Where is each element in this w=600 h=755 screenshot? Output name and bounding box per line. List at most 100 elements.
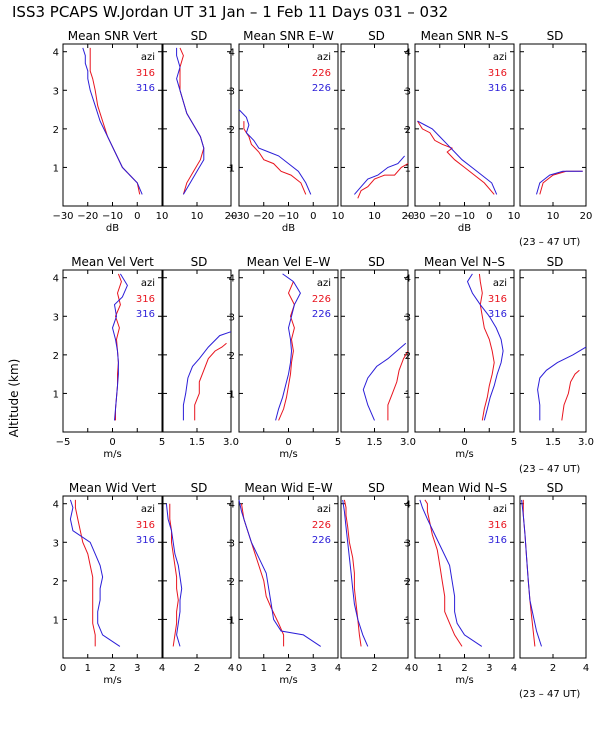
legend-entry: 316	[136, 68, 155, 79]
y-tick-label: 3	[229, 312, 235, 323]
y-tick-label: 2	[405, 125, 411, 136]
series-line-blue	[165, 503, 183, 647]
y-tick-label: 2	[405, 577, 411, 588]
legend-heading: azi	[493, 504, 507, 515]
y-tick-label: 3	[405, 86, 411, 97]
legend-entry: 316	[488, 309, 507, 320]
series-line-blue	[417, 120, 498, 195]
panel-title: Mean Wid Vert	[69, 481, 156, 495]
x-tick-label: 1	[437, 663, 443, 674]
x-tick-label: 10	[191, 211, 204, 222]
figure-title: ISS3 PCAPS W.Jordan UT 31 Jan – 1 Feb 11…	[12, 3, 448, 21]
panel-frame	[519, 269, 587, 433]
x-axis-label: m/s	[103, 449, 121, 460]
x-tick-label: 4	[228, 663, 234, 674]
legend-entry: 316	[136, 294, 155, 305]
x-tick-label: 0	[412, 663, 418, 674]
series-line-red	[169, 503, 179, 647]
series-line-red	[424, 499, 463, 647]
series-line-red	[343, 499, 362, 647]
panel-title: Mean Vel E–W	[247, 255, 331, 269]
x-tick-label: 5	[159, 437, 165, 448]
y-tick-label: 2	[229, 351, 235, 362]
x-tick-label: 20	[225, 211, 238, 222]
series-line-red	[278, 281, 295, 421]
y-tick-label: 2	[405, 351, 411, 362]
x-tick-label: 0	[60, 663, 66, 674]
legend-heading: azi	[141, 278, 155, 289]
x-tick-label: −30	[52, 211, 73, 222]
series-line-red	[387, 350, 409, 421]
x-tick-label: 4	[159, 663, 165, 674]
legend-entry: 226	[312, 294, 331, 305]
series-line-red	[539, 170, 583, 195]
x-axis-label: dB	[282, 223, 295, 234]
legend-entry: 316	[136, 520, 155, 531]
x-tick-label: 4	[405, 663, 411, 674]
x-tick-label: 3.0	[400, 437, 416, 448]
x-tick-label: 1.5	[189, 437, 205, 448]
series-line-blue	[176, 47, 205, 195]
x-tick-label: 0	[461, 437, 467, 448]
panel-frame	[162, 269, 232, 433]
x-tick-label: 0	[236, 663, 242, 674]
legend-entry: 226	[312, 68, 331, 79]
y-tick-label: 3	[229, 538, 235, 549]
x-axis-label: m/s	[279, 449, 297, 460]
panel-title: SD	[368, 481, 385, 495]
x-tick-label: 3.0	[223, 437, 239, 448]
series-line-blue	[238, 109, 312, 195]
x-tick-label: 1.5	[367, 437, 383, 448]
y-tick-label: 3	[53, 86, 59, 97]
panel-title: SD	[191, 481, 208, 495]
y-tick-label: 1	[229, 615, 235, 626]
y-tick-label: 1	[53, 389, 59, 400]
series-line-blue	[362, 342, 407, 421]
x-tick-label: 0	[310, 211, 316, 222]
y-tick-label: 1	[405, 615, 411, 626]
panel-title: Mean Vel N–S	[424, 255, 505, 269]
x-tick-label: 3	[310, 663, 316, 674]
series-line-red	[417, 120, 495, 195]
series-line-red	[89, 47, 141, 195]
y-tick-label: 1	[405, 163, 411, 174]
series-line-red	[357, 163, 409, 199]
x-tick-label: −30	[228, 211, 249, 222]
series-line-red	[194, 342, 227, 421]
x-tick-label: 2	[461, 663, 467, 674]
y-tick-label: 3	[53, 538, 59, 549]
y-tick-label: 2	[53, 125, 59, 136]
time-range-label-row3: (23 – 47 UT)	[519, 689, 580, 700]
legend-heading: azi	[493, 278, 507, 289]
y-tick-label: 2	[53, 577, 59, 588]
x-axis-label: m/s	[455, 449, 473, 460]
x-tick-label: 1	[85, 663, 91, 674]
y-tick-label: 1	[229, 389, 235, 400]
x-tick-label: −10	[102, 211, 123, 222]
x-tick-label: 4	[583, 663, 589, 674]
series-line-blue	[536, 170, 583, 195]
x-tick-label: 0	[109, 437, 115, 448]
x-tick-label: 2	[194, 663, 200, 674]
y-tick-label: 1	[405, 389, 411, 400]
y-tick-label: 4	[53, 500, 59, 511]
legend-heading: azi	[317, 52, 331, 63]
series-line-blue	[275, 273, 301, 421]
panel-frame	[519, 43, 587, 207]
legend-entry: 316	[488, 68, 507, 79]
x-tick-label: 0	[134, 211, 140, 222]
x-tick-label: −10	[278, 211, 299, 222]
y-tick-label: 1	[53, 163, 59, 174]
panel-title: SD	[368, 255, 385, 269]
x-tick-label: 3	[134, 663, 140, 674]
legend-heading: azi	[141, 504, 155, 515]
panel-frame	[162, 495, 232, 659]
legend-entry: 316	[488, 83, 507, 94]
time-range-label-row2: (23 – 47 UT)	[519, 464, 580, 475]
panel-title: SD	[547, 29, 564, 43]
x-tick-label: 10	[332, 211, 345, 222]
series-line-blue	[466, 273, 504, 421]
x-tick-label: 2	[285, 663, 291, 674]
legend-heading: azi	[493, 52, 507, 63]
